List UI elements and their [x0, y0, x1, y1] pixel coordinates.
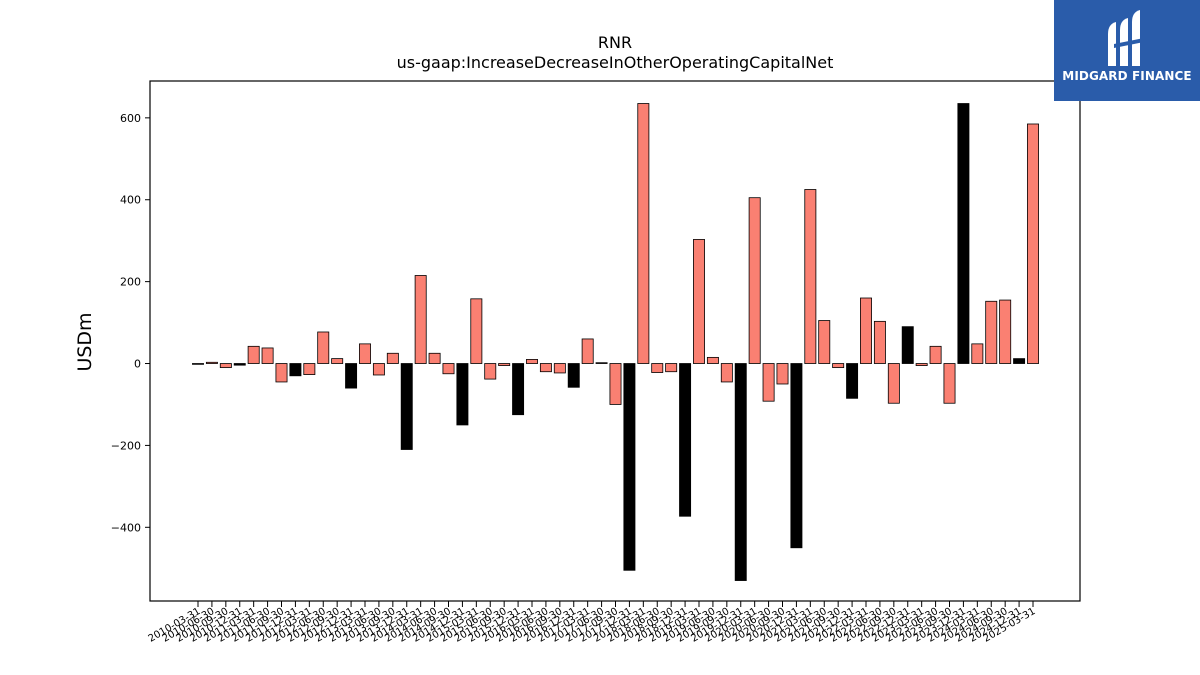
bar-2021-12-31 [846, 363, 859, 399]
bar-2024-12-31 [1013, 358, 1026, 364]
bar-2015-09-30 [498, 363, 511, 366]
plot-frame [149, 80, 1081, 602]
x-axis: 2010-03-312010-06-302010-09-302010-12-31… [147, 601, 1038, 645]
bar-2016-03-31 [526, 359, 538, 364]
bar-2011-09-30 [275, 363, 288, 383]
y-tick-label: −400 [111, 521, 141, 534]
bar-2016-09-30 [553, 363, 566, 374]
y-axis-label: USDm [74, 312, 96, 371]
bar-2023-12-31 [957, 103, 970, 364]
bar-2022-03-31 [860, 297, 872, 364]
bar-2023-03-31 [915, 363, 928, 366]
y-tick-label: 200 [120, 276, 141, 289]
bar-2010-06-30 [205, 361, 218, 364]
bar-2018-03-31 [637, 103, 650, 364]
bar-2011-06-30 [261, 347, 274, 364]
bar-2011-12-31 [289, 363, 302, 377]
bar-2015-12-31 [512, 363, 525, 416]
bar-2016-12-31 [567, 363, 580, 388]
bar-2018-12-31 [679, 363, 692, 517]
bar-2020-12-31 [790, 363, 803, 549]
bar-2019-06-30 [706, 356, 719, 364]
bar-2019-03-31 [693, 239, 705, 364]
bar-2012-06-30 [317, 331, 330, 364]
bar-2022-12-31 [901, 326, 914, 364]
bar-2022-09-30 [887, 363, 900, 404]
bars-group [192, 103, 1039, 581]
bar-2021-06-30 [818, 320, 831, 364]
bar-2017-06-30 [595, 362, 608, 364]
bar-2019-09-30 [720, 363, 733, 383]
bar-2022-06-30 [873, 320, 886, 364]
bar-2025-03-31 [1027, 123, 1039, 364]
bar-2014-09-30 [442, 363, 455, 375]
bar-2024-06-30 [985, 300, 998, 364]
bar-2010-09-30 [219, 363, 232, 369]
bar-2023-06-30 [929, 345, 942, 364]
bar-2017-03-31 [581, 338, 594, 364]
bar-2014-03-31 [414, 275, 427, 364]
bar-2010-03-31 [192, 363, 204, 365]
y-tick-label: −200 [111, 439, 141, 452]
bar-2013-03-31 [359, 343, 371, 364]
bar-2012-03-31 [303, 363, 316, 375]
brand-logo: MIDGARD FINANCE [1054, 0, 1200, 101]
bar-2017-12-31 [623, 363, 636, 571]
bar-2015-03-31 [470, 298, 483, 364]
bar-2020-06-30 [762, 363, 775, 402]
chart-subtitle: us-gaap:IncreaseDecreaseInOtherOperating… [397, 53, 834, 72]
bar-2014-06-30 [428, 352, 441, 364]
bar-2011-03-31 [247, 345, 260, 364]
bar-2013-12-31 [400, 363, 413, 450]
bar-2010-12-31 [233, 363, 246, 366]
bar-2013-09-30 [386, 352, 399, 364]
y-axis: −400 −200 0 200 400 600 [111, 112, 150, 534]
bar-2019-12-31 [734, 363, 747, 581]
bar-2020-09-30 [776, 363, 789, 385]
bar-2021-03-31 [804, 189, 817, 364]
bar-2015-06-30 [484, 363, 497, 380]
y-tick-label: 0 [134, 358, 141, 371]
bar-2014-12-31 [456, 363, 469, 426]
bar-2012-12-31 [345, 363, 358, 389]
bar-2024-09-30 [999, 299, 1012, 364]
midgard-logo-icon [1108, 10, 1144, 66]
y-tick-label: 600 [120, 112, 141, 125]
y-tick-label: 400 [120, 194, 141, 207]
bar-2021-09-30 [832, 363, 845, 369]
bar-2016-06-30 [539, 363, 552, 373]
bar-2018-06-30 [651, 363, 664, 373]
bar-2018-09-30 [665, 363, 678, 373]
bar-2020-03-31 [748, 197, 761, 364]
brand-name: MIDGARD FINANCE [1062, 69, 1192, 83]
bar-2012-09-30 [331, 358, 344, 364]
bar-2024-03-31 [971, 343, 984, 364]
bar-2017-09-30 [609, 363, 622, 405]
chart-title: RNR [598, 33, 632, 52]
bar-2023-09-30 [943, 363, 956, 404]
bar-2013-06-30 [372, 363, 385, 376]
